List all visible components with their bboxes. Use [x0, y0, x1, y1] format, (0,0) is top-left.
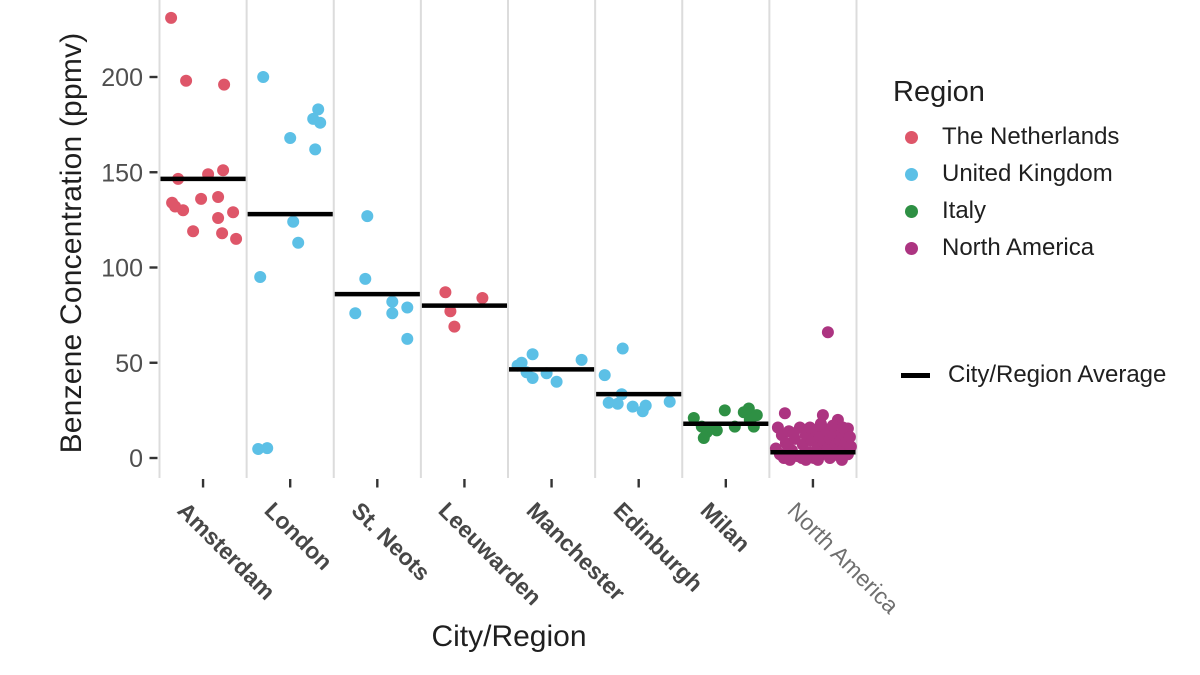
data-point	[312, 103, 325, 116]
data-point	[448, 320, 461, 333]
data-point	[787, 427, 800, 440]
y-tick-label: 0	[129, 445, 143, 473]
data-point	[616, 342, 629, 355]
data-point	[359, 272, 372, 285]
legend-item-label: North America	[942, 234, 1095, 261]
data-point	[821, 326, 834, 339]
data-point	[550, 375, 563, 388]
data-point	[187, 225, 200, 238]
y-tick-label: 100	[101, 255, 143, 283]
data-point	[718, 404, 731, 417]
data-point	[349, 307, 362, 320]
data-point	[476, 292, 489, 304]
data-point	[217, 164, 230, 177]
data-point	[814, 417, 827, 430]
data-point	[843, 431, 856, 443]
data-point	[823, 452, 836, 464]
legend-dot-icon	[905, 204, 918, 218]
data-point	[227, 206, 240, 219]
data-point	[575, 353, 588, 366]
data-point	[526, 372, 539, 384]
data-point	[778, 407, 791, 420]
data-point	[216, 227, 229, 240]
data-point	[844, 440, 857, 453]
data-point	[781, 440, 794, 453]
data-point	[361, 210, 374, 223]
data-point	[783, 453, 796, 466]
data-point	[799, 453, 812, 466]
data-point	[401, 332, 414, 345]
legend-title: Region	[893, 76, 985, 108]
data-point	[835, 453, 848, 466]
data-point	[386, 295, 399, 308]
region-legend: Region The Netherlands United Kingdom Ital…	[893, 76, 1119, 273]
y-tick-label: 150	[101, 159, 143, 187]
data-point	[165, 11, 178, 24]
data-point	[626, 400, 639, 413]
legend-item-label: The Netherlands	[942, 123, 1120, 150]
data-point	[386, 307, 399, 320]
data-point	[401, 301, 414, 314]
data-point	[252, 443, 265, 455]
legend-item: North America	[893, 234, 1119, 261]
data-point	[287, 215, 300, 228]
x-axis-title: City/Region	[431, 620, 587, 653]
data-point	[750, 409, 763, 422]
legend-item: United Kingdom	[893, 160, 1119, 187]
legend-dot-icon	[905, 241, 918, 255]
data-point	[526, 348, 539, 361]
average-line-swatch-icon	[901, 372, 930, 378]
data-point	[742, 402, 755, 415]
data-point	[598, 369, 611, 382]
data-point	[177, 204, 190, 217]
data-point	[212, 212, 225, 224]
data-point	[639, 399, 652, 412]
data-point	[292, 236, 305, 249]
data-point	[611, 397, 624, 410]
data-point	[444, 305, 457, 318]
data-point	[212, 191, 225, 203]
data-point	[254, 271, 267, 283]
data-point	[314, 116, 327, 129]
data-point	[803, 421, 816, 434]
average-legend: City/Region Average	[901, 361, 1167, 388]
data-point	[836, 421, 849, 434]
legend-item-label: United Kingdom	[942, 160, 1113, 187]
data-point	[710, 424, 723, 437]
data-point	[309, 143, 322, 156]
legend-item: Italy	[893, 197, 1119, 224]
data-point	[602, 396, 615, 409]
data-point	[811, 453, 824, 466]
y-tick-label: 200	[101, 64, 143, 92]
data-point	[284, 132, 297, 144]
y-axis-title: Benzene Concentration (ppmv)	[55, 32, 88, 454]
legend-item-label: Italy	[942, 197, 987, 224]
data-point	[687, 412, 700, 424]
y-tick-label: 50	[115, 350, 143, 378]
data-point	[218, 78, 231, 91]
data-point	[261, 442, 274, 455]
legend-dot-icon	[905, 167, 918, 181]
data-point	[257, 71, 270, 83]
data-point	[663, 395, 676, 408]
data-point	[826, 419, 839, 432]
data-point	[195, 192, 208, 205]
data-point	[439, 286, 452, 299]
data-point	[180, 74, 193, 87]
legend-item: The Netherlands	[893, 123, 1120, 150]
legend-items: The Netherlands United Kingdom Italy North …	[893, 123, 1120, 261]
data-point	[230, 232, 243, 245]
average-legend-label: City/Region Average	[948, 361, 1167, 388]
legend-dot-icon	[905, 130, 918, 144]
